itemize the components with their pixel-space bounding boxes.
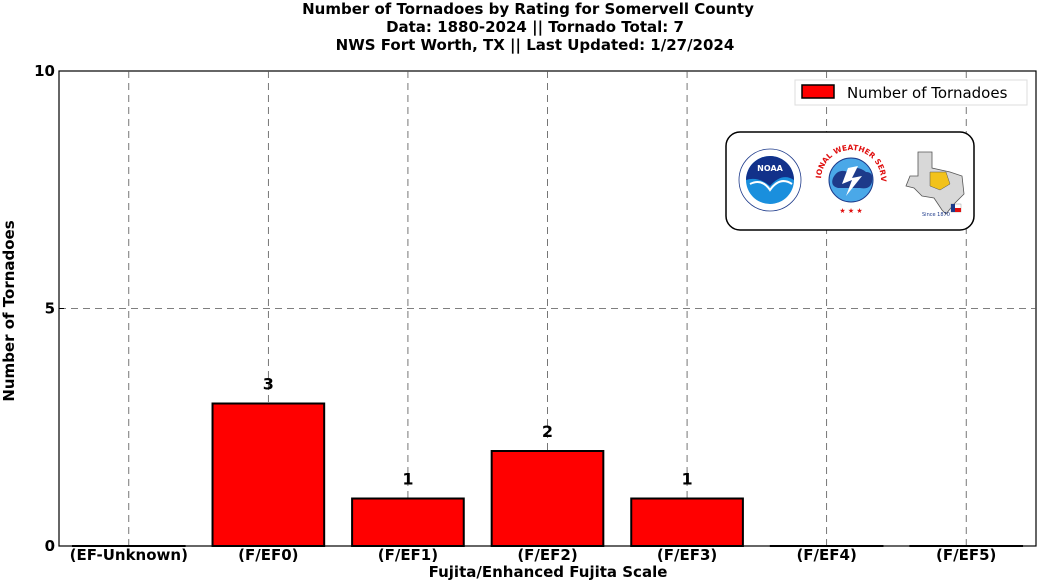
texas-logo: Since 1870 xyxy=(899,147,965,218)
data-label-layer: 3 1 2 1 xyxy=(263,375,693,489)
noaa-logo: NOAA xyxy=(738,148,802,212)
tick-layer: 0 5 10 (EF-Unknown) (F/EF0) (F/EF1) (F/EF2) (F/… xyxy=(34,62,996,564)
x-tick-label: (F/EF5) xyxy=(936,546,996,564)
bar-f-ef3 xyxy=(630,497,744,547)
grid-layer xyxy=(59,71,1036,546)
chart-title-line-1: Number of Tornadoes by Rating for Somerv… xyxy=(302,0,754,18)
x-tick-label: (F/EF3) xyxy=(657,546,717,564)
x-tick-label: (F/EF0) xyxy=(238,546,298,564)
bar-f-ef2 xyxy=(490,450,605,547)
legend: Number of Tornadoes xyxy=(794,79,1028,106)
y-tick-label: 10 xyxy=(34,62,55,80)
x-tick-label: (F/EF1) xyxy=(378,546,438,564)
bar-layer xyxy=(71,402,1024,548)
x-tick-label: (EF-Unknown) xyxy=(70,546,188,564)
bar-f-ef0 xyxy=(211,402,326,547)
data-label: 1 xyxy=(402,470,413,489)
noaa-logo-text: NOAA xyxy=(757,164,783,173)
bar-f-ef1 xyxy=(351,497,465,547)
legend-swatch xyxy=(801,84,835,99)
y-tick-label: 0 xyxy=(45,537,55,555)
legend-label: Number of Tornadoes xyxy=(847,84,1008,102)
chart-title-line-2: Data: 1880-2024 || Tornado Total: 7 xyxy=(386,18,684,37)
y-tick-label: 5 xyxy=(45,300,55,318)
x-axis-label: Fujita/Enhanced Fujita Scale xyxy=(429,563,668,581)
data-label: 2 xyxy=(542,422,553,441)
y-axis-label: Number of Tornadoes xyxy=(0,220,18,401)
svg-text:★ ★ ★: ★ ★ ★ xyxy=(839,207,862,215)
data-label: 1 xyxy=(682,470,693,489)
texas-logo-text: Since 1870 xyxy=(922,212,950,218)
data-label: 3 xyxy=(263,375,274,394)
chart-title-line-3: NWS Fort Worth, TX || Last Updated: 1/27… xyxy=(336,36,735,55)
x-tick-label: (F/EF4) xyxy=(796,546,856,564)
x-tick-label: (F/EF2) xyxy=(517,546,577,564)
